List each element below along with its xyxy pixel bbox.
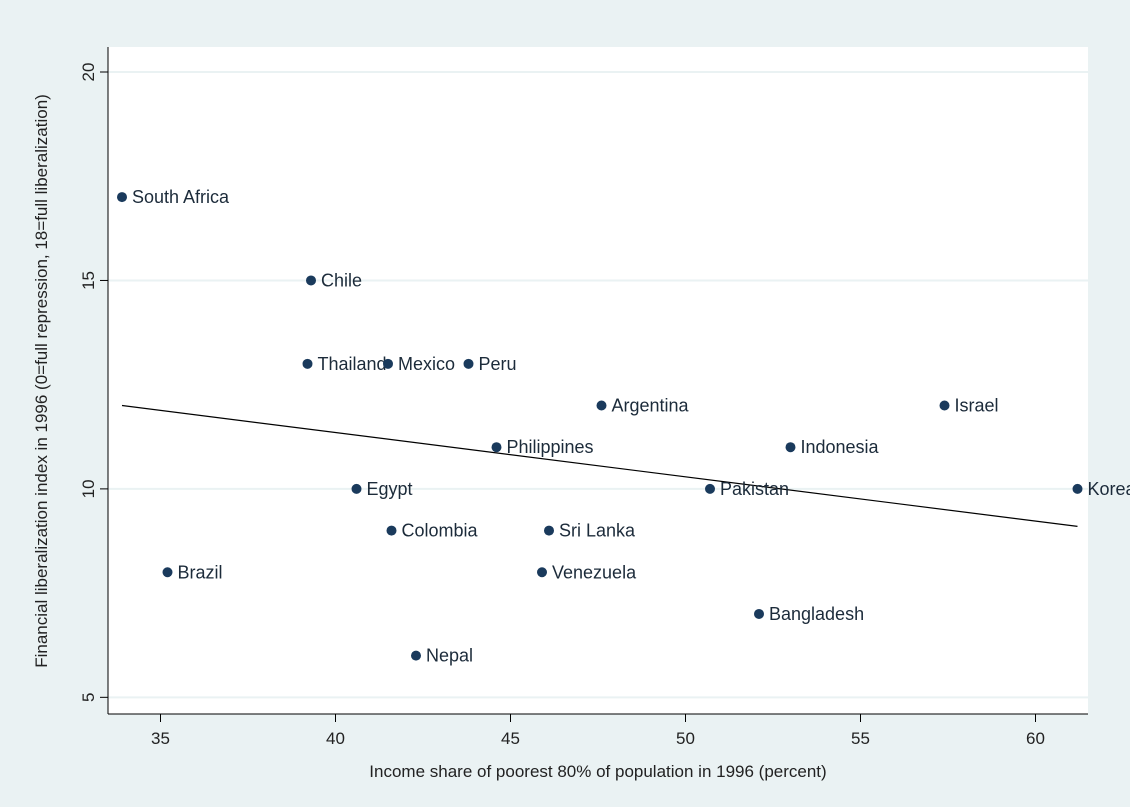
x-tick-label: 35 bbox=[151, 729, 170, 748]
point-label: Sri Lanka bbox=[559, 521, 636, 541]
x-tick-label: 50 bbox=[676, 729, 695, 748]
data-point bbox=[351, 483, 362, 494]
y-tick-label: 20 bbox=[79, 63, 98, 82]
data-point bbox=[383, 358, 393, 369]
point-label: Nepal bbox=[426, 646, 473, 666]
point-label: Pakistan bbox=[720, 479, 789, 499]
point-label: Argentina bbox=[612, 396, 690, 416]
data-point bbox=[596, 400, 607, 411]
data-point bbox=[306, 275, 316, 286]
point-label: Israel bbox=[955, 396, 999, 416]
point-label: Venezuela bbox=[552, 562, 637, 582]
data-point bbox=[705, 483, 715, 494]
point-label: Chile bbox=[321, 270, 362, 290]
point-label: Indonesia bbox=[801, 437, 880, 457]
data-point bbox=[785, 442, 796, 453]
data-point bbox=[411, 650, 421, 661]
x-tick-label: 55 bbox=[851, 729, 870, 748]
fit-line bbox=[121, 404, 1078, 528]
x-tick-label: 40 bbox=[326, 729, 345, 748]
x-tick-label: 60 bbox=[1026, 729, 1045, 748]
data-point bbox=[117, 192, 127, 203]
data-point bbox=[491, 442, 502, 453]
data-point bbox=[302, 358, 313, 369]
data-point bbox=[463, 358, 474, 369]
grid-lines bbox=[108, 71, 1088, 699]
y-tick-label: 15 bbox=[79, 271, 98, 290]
point-label: Thailand bbox=[318, 354, 387, 374]
x-axis-title: Income share of poorest 80% of populatio… bbox=[369, 762, 826, 781]
data-point bbox=[386, 525, 397, 536]
point-label: South Africa bbox=[132, 187, 230, 207]
point-label: Mexico bbox=[398, 354, 455, 374]
data-point bbox=[939, 400, 950, 411]
data-point bbox=[754, 608, 764, 619]
axis-ticks: 5 10 15 20 35 40 45 50 55 60 bbox=[79, 63, 1045, 748]
fit-line-layer bbox=[121, 404, 1078, 528]
data-point bbox=[537, 567, 547, 578]
point-label: Bangladesh bbox=[769, 604, 864, 624]
y-axis-title: Financial liberalization index in 1996 (… bbox=[32, 94, 51, 668]
y-tick-label: 5 bbox=[79, 693, 98, 702]
data-point bbox=[1072, 483, 1083, 494]
x-tick-label: 45 bbox=[501, 729, 520, 748]
point-label: Philippines bbox=[507, 437, 594, 457]
y-tick-label: 10 bbox=[79, 479, 98, 498]
point-label: Colombia bbox=[402, 521, 479, 541]
point-label: Egypt bbox=[367, 479, 413, 499]
data-point bbox=[544, 525, 554, 536]
point-label: Brazil bbox=[178, 562, 223, 582]
point-label: Peru bbox=[479, 354, 517, 374]
point-label: Korea bbox=[1088, 479, 1130, 499]
data-points: South Africa Chile Thailand Mexico Peru Argen… bbox=[117, 187, 1130, 666]
plot-area bbox=[108, 47, 1088, 714]
data-point bbox=[162, 567, 173, 578]
